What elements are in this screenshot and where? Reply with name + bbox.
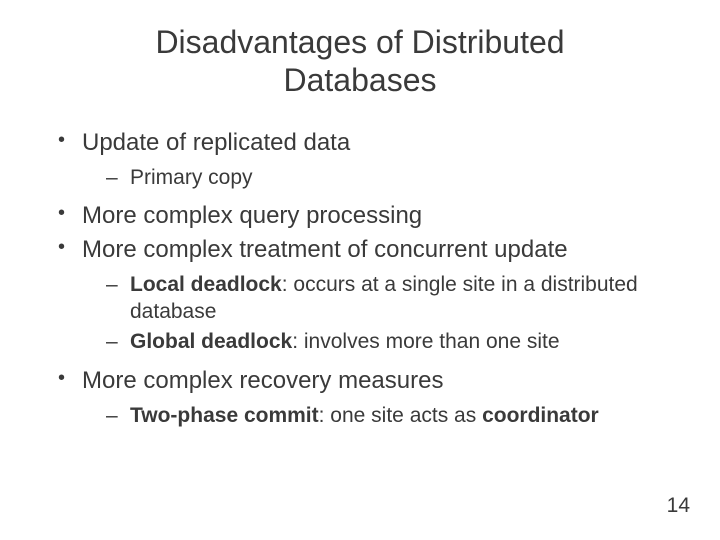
list-item: Local deadlock: occurs at a single site …: [82, 271, 666, 326]
term-local-deadlock: Local deadlock: [130, 273, 282, 296]
sub-list: Two-phase commit: one site acts as coord…: [82, 402, 666, 429]
sub-list: Local deadlock: occurs at a single site …: [82, 271, 666, 356]
title-line-1: Disadvantages of Distributed: [155, 24, 564, 60]
bullet-text: More complex recovery measures: [82, 367, 443, 394]
slide-title: Disadvantages of Distributed Databases: [54, 24, 666, 100]
bullet-text: More complex query processing: [82, 202, 422, 229]
bullet-list: Update of replicated data Primary copy M…: [54, 128, 666, 429]
list-item: More complex treatment of concurrent upd…: [54, 235, 666, 356]
term-coordinator: coordinator: [482, 404, 599, 427]
sub-bullet-text: : involves more than one site: [292, 330, 559, 353]
sub-list: Primary copy: [82, 164, 666, 191]
page-number: 14: [667, 494, 690, 518]
sub-bullet-text: Primary copy: [130, 166, 253, 189]
bullet-text: Update of replicated data: [82, 129, 350, 156]
slide: Disadvantages of Distributed Databases U…: [0, 0, 720, 540]
list-item: Global deadlock: involves more than one …: [82, 328, 666, 355]
term-global-deadlock: Global deadlock: [130, 330, 292, 353]
title-line-2: Databases: [284, 62, 437, 98]
list-item: More complex query processing: [54, 201, 666, 231]
list-item: Update of replicated data Primary copy: [54, 128, 666, 191]
list-item: Primary copy: [82, 164, 666, 191]
bullet-text: More complex treatment of concurrent upd…: [82, 236, 568, 263]
sub-bullet-text: : one site acts as: [319, 404, 482, 427]
term-two-phase-commit: Two-phase commit: [130, 404, 319, 427]
list-item: Two-phase commit: one site acts as coord…: [82, 402, 666, 429]
list-item: More complex recovery measures Two-phase…: [54, 366, 666, 429]
